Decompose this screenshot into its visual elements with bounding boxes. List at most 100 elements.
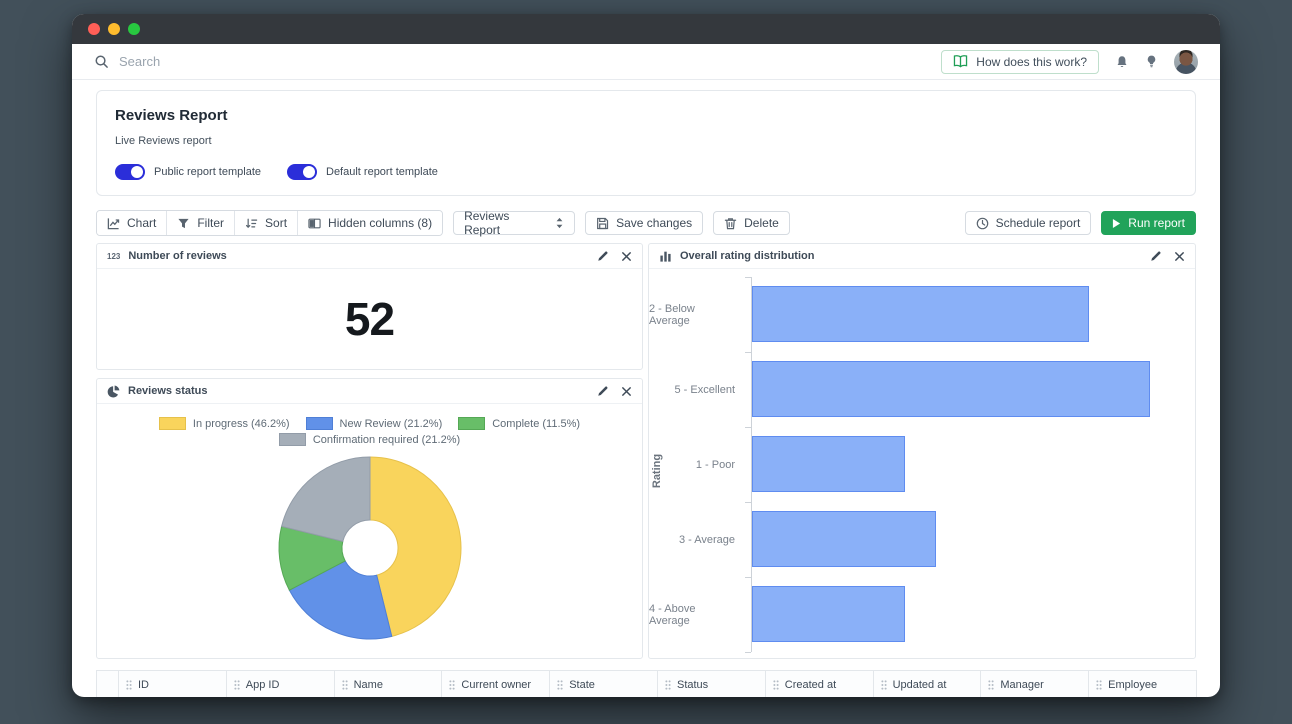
search-icon (94, 54, 109, 69)
bar (752, 361, 1150, 417)
report-select[interactable]: Reviews Report (453, 209, 576, 237)
toggle-switch[interactable] (287, 164, 317, 180)
toggle-switch[interactable] (115, 164, 145, 180)
delete-label: Delete (744, 216, 779, 230)
column-header-employee[interactable]: Employee (1088, 670, 1197, 697)
chart-button[interactable]: Chart (97, 211, 167, 235)
column-header-updated-at[interactable]: Updated at (872, 670, 982, 697)
bar-category-label: 4 - Above Average (649, 602, 696, 627)
report-widgets: 123 Number of reviews 52 (96, 243, 1196, 659)
column-header-label: Created at (784, 678, 837, 691)
save-changes-button[interactable]: Save changes (585, 211, 704, 235)
how-does-this-work-button[interactable]: How does this work? (941, 49, 1099, 74)
pie-chart-body: In progress (46.2%) New Review (21.2%) Com… (97, 404, 642, 658)
drag-handle-icon[interactable] (665, 679, 671, 690)
drag-handle-icon[interactable] (126, 679, 132, 690)
toggle-public-report-template[interactable]: Public report template (115, 164, 261, 180)
axis-tick (745, 352, 751, 353)
schedule-report-button[interactable]: Schedule report (964, 211, 1092, 235)
donut-slice-new-review (288, 560, 392, 640)
column-header-status[interactable]: Status (656, 670, 766, 697)
toggle-default-report-template[interactable]: Default report template (287, 164, 438, 180)
legend-label: In progress (46.2%) (192, 417, 290, 430)
top-navbar: How does this work? (72, 44, 1220, 80)
close-widget-icon[interactable] (621, 386, 632, 397)
bar-row: 1 - Poor (649, 427, 1181, 502)
delete-button[interactable]: Delete (713, 211, 790, 235)
drag-handle-icon[interactable] (234, 679, 240, 690)
filter-icon (177, 217, 190, 230)
bar (752, 436, 905, 492)
bar-category-label: 1 - Poor (695, 458, 735, 471)
bar-category-label: 5 - Excellent (674, 383, 735, 396)
global-search[interactable] (94, 54, 941, 69)
bar-category-label: 2 - Below Average (649, 302, 695, 327)
page-content: Reviews Report Live Reviews report Publi… (72, 80, 1220, 697)
run-report-button[interactable]: Run report (1101, 211, 1196, 235)
sort-button[interactable]: Sort (234, 211, 298, 235)
widget-actions (597, 385, 632, 397)
search-input[interactable] (119, 54, 419, 69)
column-header-id[interactable]: ID (118, 670, 227, 697)
edit-widget-pencil-icon[interactable] (1150, 250, 1162, 262)
toggle-label: Default report template (326, 166, 438, 178)
drag-handle-icon[interactable] (880, 679, 887, 690)
edit-widget-pencil-icon[interactable] (597, 385, 609, 397)
report-data-table: ID App ID Name Current owner State Status Crea… (96, 670, 1197, 697)
legend-label: New Review (21.2%) (339, 417, 443, 430)
edit-widget-pencil-icon[interactable] (597, 250, 609, 262)
column-header-manager[interactable]: Manager (980, 670, 1090, 697)
bar (752, 586, 905, 642)
column-header-created-at[interactable]: Created at (764, 670, 874, 697)
table-select-column-header (96, 670, 119, 697)
widget-title: Overall rating distribution (680, 250, 815, 262)
widget-actions (597, 250, 632, 262)
drag-handle-icon[interactable] (341, 679, 348, 690)
column-header-label: Status (676, 678, 709, 691)
column-header-label: Updated at (892, 678, 947, 691)
tips-lightbulb-icon[interactable] (1145, 55, 1158, 68)
filter-button[interactable]: Filter (166, 211, 235, 235)
hidden-columns-8-button[interactable]: Hidden columns (8) (297, 211, 443, 235)
pie-legend: In progress (46.2%) New Review (21.2%) Com… (150, 417, 590, 446)
legend-item: Complete (11.5%) (458, 417, 580, 430)
save-changes-label: Save changes (616, 216, 693, 230)
report-toggles: Public report template Default report tem… (115, 164, 1177, 180)
bar (752, 286, 1089, 342)
column-header-app-id[interactable]: App ID (225, 670, 335, 697)
column-header-label: Current owner (461, 678, 532, 691)
widget-actions (1150, 250, 1185, 262)
drag-handle-icon[interactable] (1096, 679, 1102, 690)
user-avatar[interactable] (1174, 49, 1198, 74)
zoom-window-button[interactable] (128, 23, 140, 35)
report-subtitle: Live Reviews report (115, 135, 212, 147)
schedule-report-label: Schedule report (995, 216, 1081, 230)
column-header-label: ID (138, 678, 149, 691)
column-header-label: App ID (245, 678, 280, 691)
legend-swatch (158, 417, 186, 430)
report-header-card: Reviews Report Live Reviews report Publi… (96, 90, 1196, 196)
widgets-right-column: Overall rating distribution Rat (648, 243, 1196, 659)
app-window: How does this work? Reviews Report Live … (72, 14, 1220, 697)
rating-distribution-widget: Overall rating distribution Rat (648, 243, 1196, 659)
number-of-reviews-widget: 123 Number of reviews 52 (96, 243, 643, 370)
legend-item: In progress (46.2%) (158, 417, 290, 430)
drag-handle-icon[interactable] (988, 679, 994, 690)
column-header-name[interactable]: Name (333, 670, 443, 697)
navbar-actions: How does this work? (941, 49, 1198, 74)
notifications-bell-icon[interactable] (1115, 55, 1129, 69)
window-titlebar (72, 14, 1220, 44)
column-header-state[interactable]: State (549, 670, 658, 697)
close-widget-icon[interactable] (1174, 251, 1185, 262)
chart-line-icon (107, 217, 120, 230)
column-header-current-owner[interactable]: Current owner (441, 670, 551, 697)
drag-handle-icon[interactable] (773, 679, 779, 690)
donut-slice-confirmation-required (280, 456, 370, 542)
widget-header: 123 Number of reviews (97, 244, 642, 269)
axis-tick (745, 577, 751, 578)
minimize-window-button[interactable] (108, 23, 120, 35)
drag-handle-icon[interactable] (449, 679, 455, 690)
drag-handle-icon[interactable] (557, 679, 563, 690)
close-widget-icon[interactable] (621, 251, 632, 262)
close-window-button[interactable] (88, 23, 100, 35)
